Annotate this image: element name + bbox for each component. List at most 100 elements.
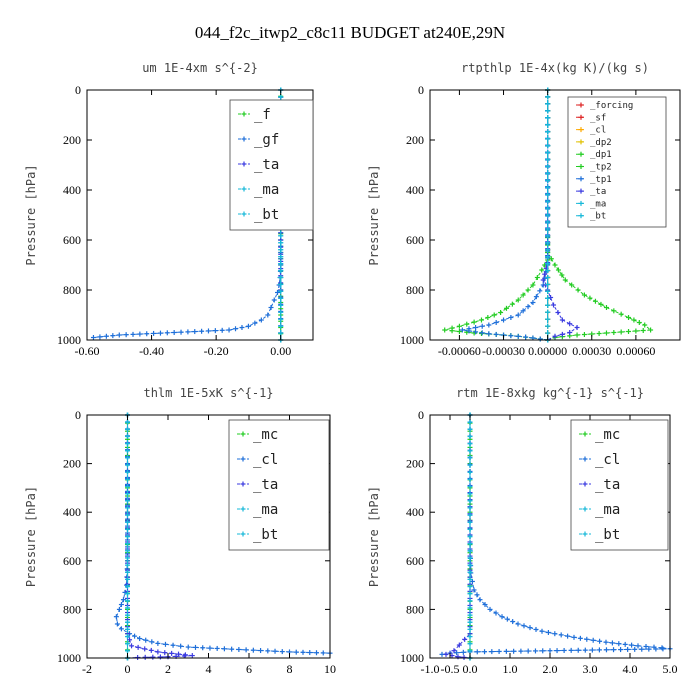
legend-item: _ma	[576, 199, 606, 209]
y-tick-label: 400	[406, 183, 424, 197]
legend: _f _gf _ta _ma _bt	[229, 99, 314, 231]
y-tick-label: 1000	[57, 333, 81, 347]
panel-2: rtpthlp 1E-4x(kg K)/(kg s) Pressure [hPa]…	[367, 61, 681, 358]
x-tick-label: -1.0	[421, 662, 440, 676]
y-axis-label: Pressure [hPa]	[24, 486, 38, 587]
panel-title: rtpthlp 1E-4x(kg K)/(kg s)	[461, 61, 649, 75]
legend-label: _bt	[590, 212, 606, 222]
x-tick-label: -0.40	[139, 344, 164, 358]
legend-label: _bt	[254, 207, 279, 223]
legend-label: _ta	[590, 187, 606, 197]
x-tick-label: 2.0	[543, 662, 558, 676]
series-line	[127, 415, 193, 659]
series-bt	[545, 87, 551, 343]
legend-label: _ma	[254, 182, 279, 198]
x-tick-label: 4	[206, 662, 212, 676]
legend-item: _gf	[238, 132, 279, 148]
legend-item: _mc	[237, 427, 278, 443]
legend-item: _cl	[576, 126, 606, 136]
legend-item: _dp1	[576, 150, 612, 160]
legend-item: _ma	[579, 502, 620, 518]
y-tick-label: 400	[63, 183, 81, 197]
legend-label: _ma	[253, 502, 278, 518]
legend-label: _bt	[595, 527, 620, 543]
x-tick-label: 0.00000	[528, 344, 567, 358]
y-tick-label: 800	[406, 283, 424, 297]
legend-label: _mc	[253, 427, 278, 443]
legend-label: _tp2	[590, 163, 612, 173]
y-tick-label: 800	[63, 602, 81, 616]
panel-title: rtm 1E-8xkg kg^{-1} s^{-1}	[456, 386, 644, 400]
legend-label: _mc	[595, 427, 620, 443]
y-tick-label: 1000	[57, 651, 81, 665]
legend-item: _bt	[238, 207, 279, 223]
panel-1: um 1E-4xm s^{-2} Pressure [hPa] 0 200 400 600…	[24, 61, 314, 358]
legend-label: _sf	[590, 113, 606, 123]
x-tick-label: -0.20	[204, 344, 229, 358]
series-ta	[125, 412, 195, 661]
x-tick-label: -2	[82, 662, 92, 676]
legend-box	[567, 96, 667, 228]
x-tick-label: 3.0	[583, 662, 598, 676]
y-tick-label: 600	[63, 233, 81, 247]
y-tick-label: 200	[406, 133, 424, 147]
x-tick-label: 5.0	[663, 662, 678, 676]
legend-item: _ma	[237, 502, 278, 518]
legend-item: _bt	[579, 527, 620, 543]
x-tick-label: 6	[246, 662, 252, 676]
series-tp1	[459, 87, 551, 343]
legend-item: _bt	[576, 212, 606, 222]
legend-item: _ta	[237, 477, 278, 493]
plot-frame	[429, 89, 681, 341]
y-tick-label: 0	[75, 408, 81, 422]
x-tick-label: 0.00	[270, 344, 291, 358]
series-tp2	[442, 87, 551, 343]
legend-item: _ta	[576, 187, 606, 197]
legend-label: _cl	[595, 452, 620, 468]
legend-label: _gf	[254, 132, 279, 148]
legend-item: _forcing	[576, 101, 633, 111]
legend-label: _f	[254, 107, 271, 123]
legend-label: _bt	[253, 527, 278, 543]
series-bt	[467, 412, 473, 661]
series-line	[444, 415, 471, 659]
legend-label: _forcing	[590, 101, 633, 111]
panel-3: thlm 1E-5xK s^{-1} Pressure [hPa] 0 200 400 6…	[24, 386, 336, 676]
legend-item: _tp1	[576, 175, 612, 185]
legend-label: _ta	[595, 477, 620, 493]
panel-4: rtm 1E-8xkg kg^{-1} s^{-1} Pressure [hPa]…	[367, 386, 678, 676]
legend-item: _ta	[579, 477, 620, 493]
y-tick-label: 1000	[400, 333, 424, 347]
legend-item: _cl	[237, 452, 278, 468]
x-tick-label: 0.00030	[572, 344, 611, 358]
x-tick-label: 10	[324, 662, 336, 676]
y-tick-label: 600	[63, 554, 81, 568]
legend-item: _tp2	[576, 163, 612, 173]
y-tick-label: 0	[418, 83, 424, 97]
x-tick-label: -0.5	[441, 662, 460, 676]
legend-item: _bt	[237, 527, 278, 543]
legend-label: _dp1	[590, 150, 612, 160]
y-tick-label: 200	[406, 457, 424, 471]
legend-item: _ta	[238, 157, 279, 173]
legend-item: _cl	[579, 452, 620, 468]
x-tick-label: 0	[125, 662, 131, 676]
legend: _mc _cl _ta _ma _bt	[570, 419, 669, 551]
x-tick-label: -0.00030	[482, 344, 525, 358]
y-tick-label: 1000	[400, 651, 424, 665]
legend-label: _dp2	[590, 138, 612, 148]
y-tick-label: 0	[75, 83, 81, 97]
y-axis-label: Pressure [hPa]	[24, 164, 38, 265]
legend-box	[228, 419, 330, 551]
series-bt	[125, 412, 130, 661]
y-tick-label: 200	[63, 457, 81, 471]
x-tick-label: 4.0	[623, 662, 638, 676]
legend-item: _f	[238, 107, 271, 123]
y-tick-label: 0	[418, 408, 424, 422]
y-tick-label: 400	[406, 505, 424, 519]
legend-label: _ma	[595, 502, 620, 518]
y-tick-label: 800	[406, 602, 424, 616]
legend-item: _sf	[576, 113, 606, 123]
legend-item: _mc	[579, 427, 620, 443]
